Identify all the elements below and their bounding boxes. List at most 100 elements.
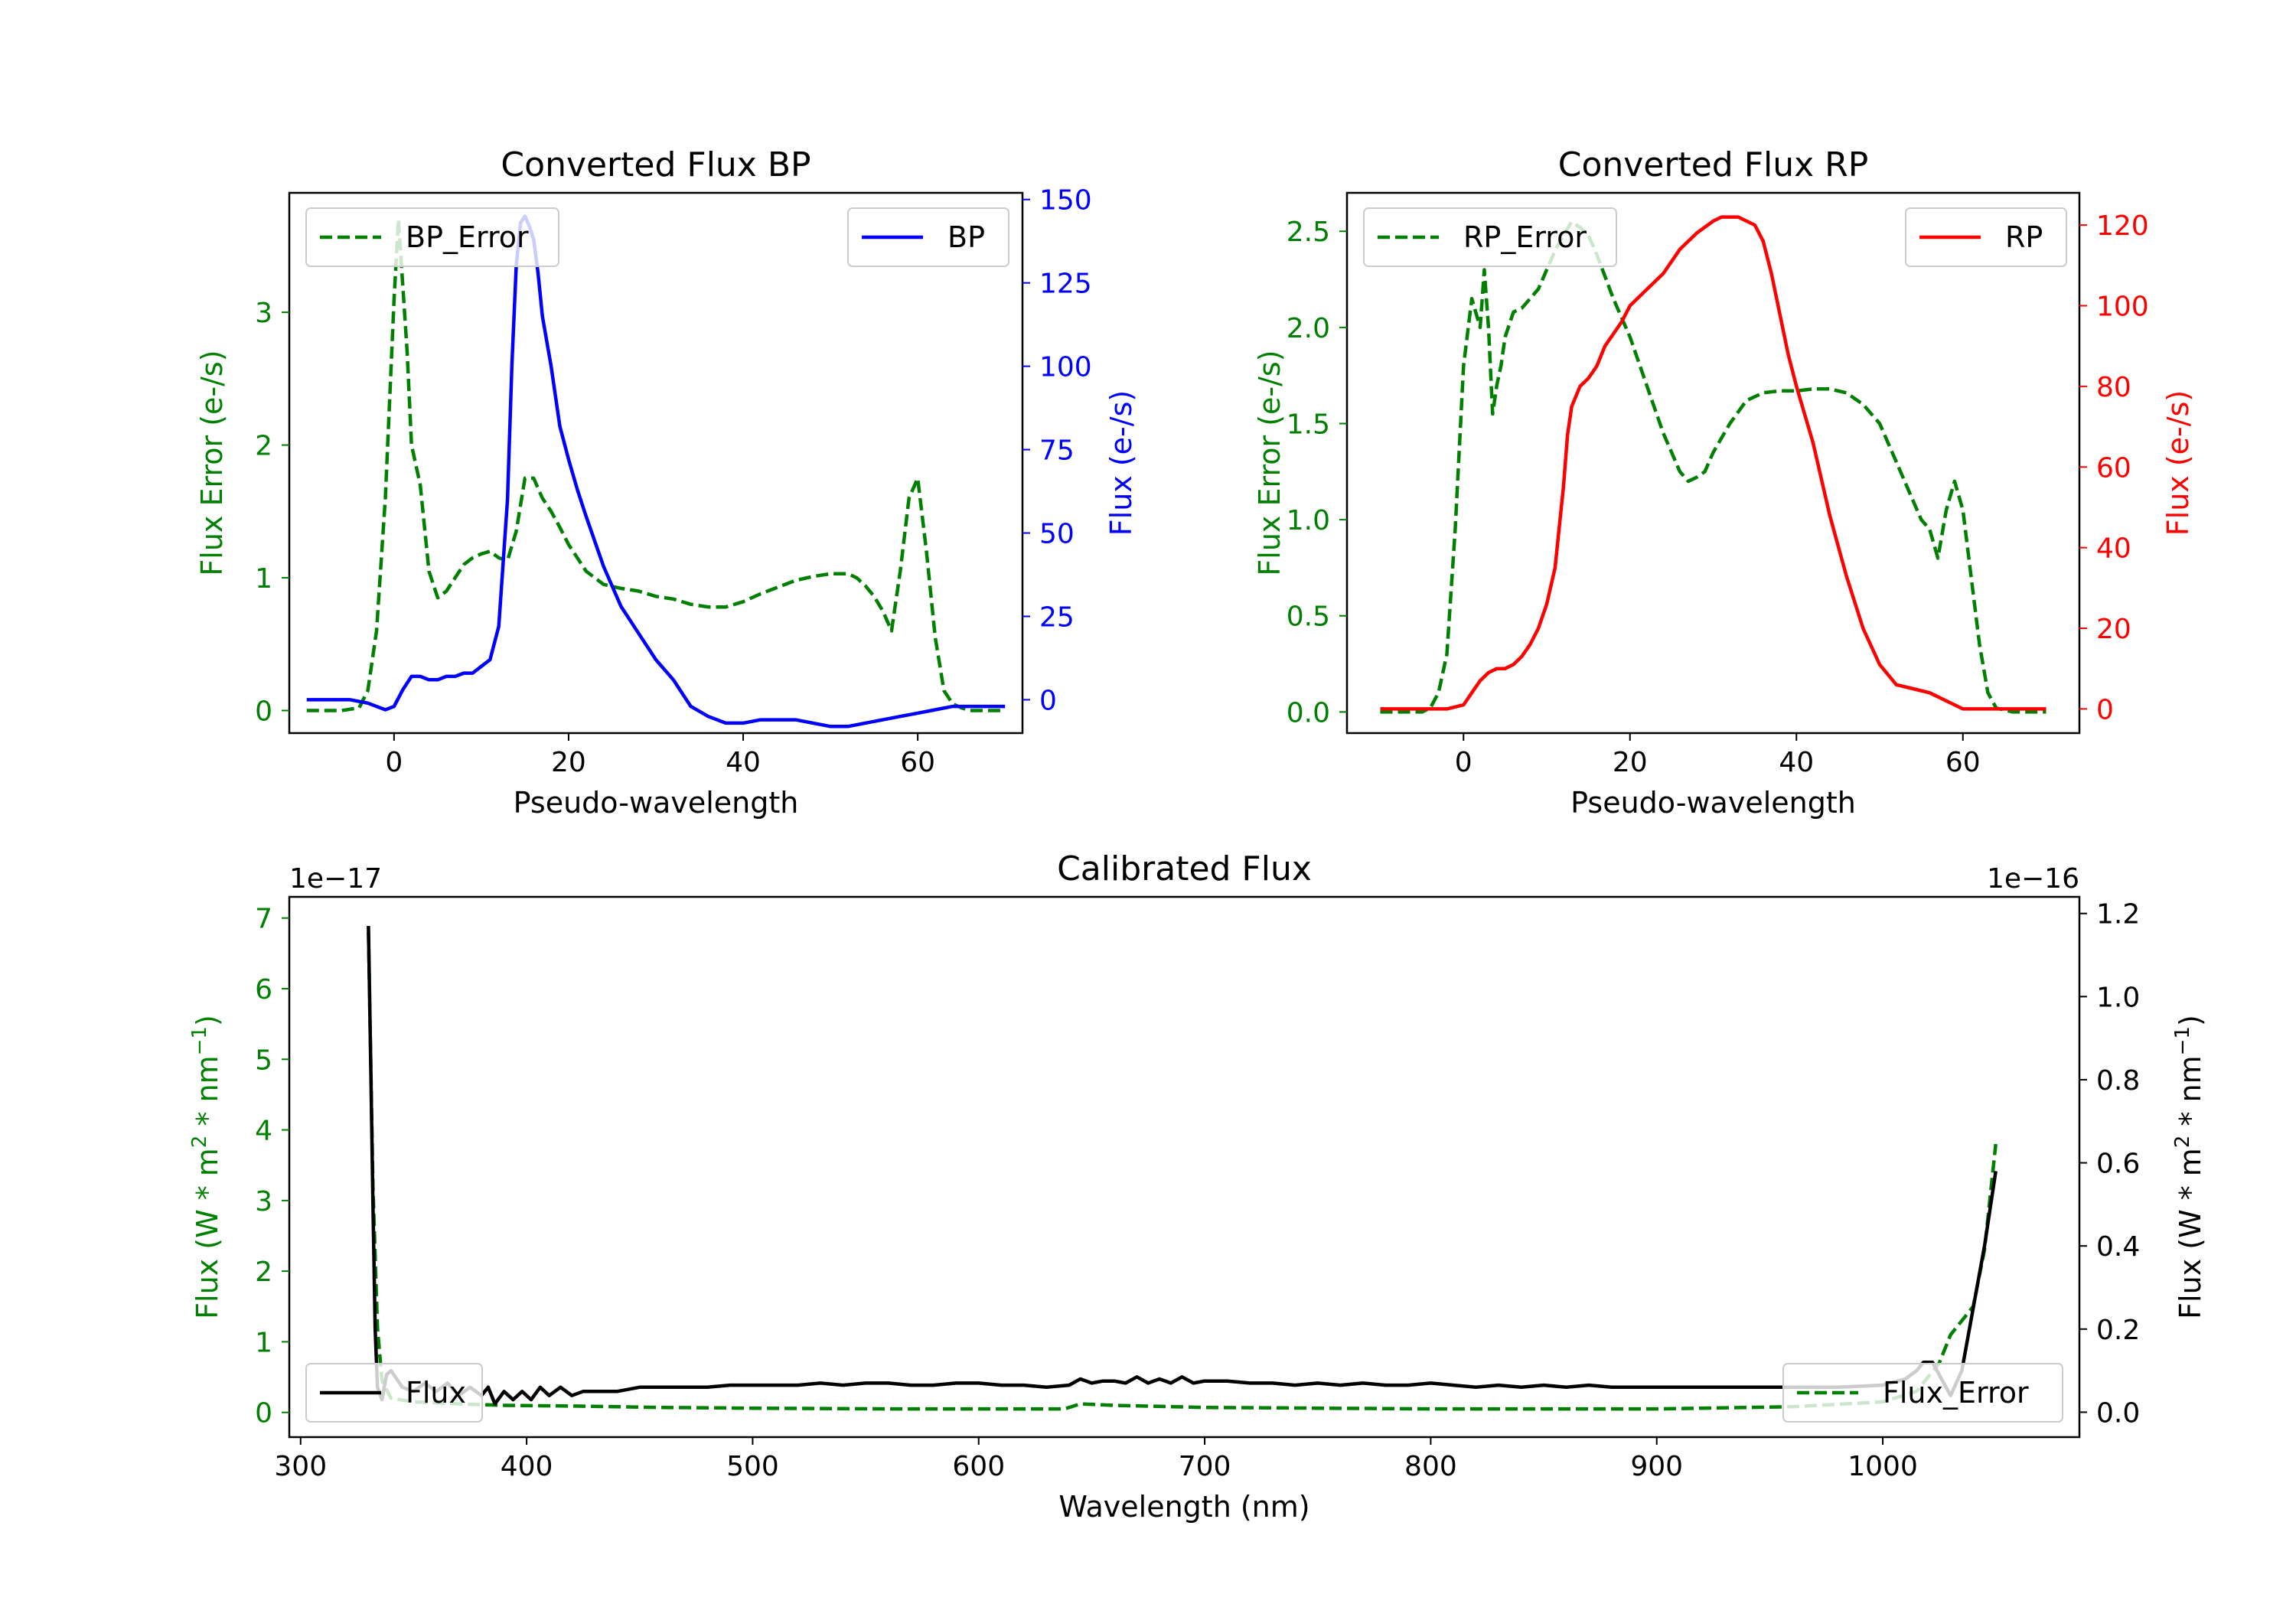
legend-label: Flux_Error xyxy=(1883,1376,2029,1410)
y-left-tick-label: 0 xyxy=(255,696,272,728)
y-right-tick-label: 50 xyxy=(1039,519,1075,550)
y-left-tick-label: 1.0 xyxy=(1287,505,1330,536)
y-left-tick-label: 1.5 xyxy=(1287,409,1330,440)
y-right-tick-label: 120 xyxy=(2096,210,2149,242)
legend-label: BP_Error xyxy=(406,220,529,254)
legend: BP_Error xyxy=(305,207,559,267)
y-left-tick-label: 4 xyxy=(255,1116,272,1147)
axes-frame xyxy=(288,191,1024,735)
y-right-tick-label: 0.2 xyxy=(2096,1315,2140,1346)
y-left-tick-label: 6 xyxy=(255,974,272,1006)
y-right-tick-label: 0.8 xyxy=(2096,1065,2140,1097)
y-right-tick-label: 40 xyxy=(2096,533,2131,565)
y-right-tick-label: 125 xyxy=(1039,269,1092,300)
y-left-axis-label: Flux Error (e-/s) xyxy=(1253,350,1287,575)
legend-box xyxy=(847,207,1009,267)
series-line-rp-error xyxy=(1380,220,2047,714)
x-tick-label: 700 xyxy=(1179,1451,1231,1482)
y-left-tick-label: 5 xyxy=(255,1045,272,1076)
x-axis-label: Wavelength (nm) xyxy=(1058,1490,1309,1524)
x-tick-label: 40 xyxy=(1779,747,1814,778)
y-right-tick-label: 1.2 xyxy=(2096,899,2140,931)
y-left-tick-label: 2.0 xyxy=(1287,313,1330,344)
y-right-tick-label: 1.0 xyxy=(2096,982,2140,1013)
plot-area xyxy=(1380,215,2047,714)
x-tick-label: 900 xyxy=(1630,1451,1683,1482)
legend-label: RP xyxy=(2005,220,2043,254)
x-tick-label: 500 xyxy=(726,1451,779,1482)
series-line-flux-error xyxy=(367,932,1998,1411)
y-right-tick-label: 0.4 xyxy=(2096,1231,2140,1263)
x-axis-label: Pseudo-wavelength xyxy=(514,786,799,820)
legend-box xyxy=(1905,207,2067,267)
y-left-tick-label: 3 xyxy=(255,298,272,329)
y-right-tick-label: 20 xyxy=(2096,614,2131,645)
plot-area xyxy=(306,214,1006,729)
y-left-tick-label: 0 xyxy=(255,1398,272,1429)
chart-2: Converted Flux RP 0 20 40 60 0.0 0.5 1.0 1.5 2.0 2… xyxy=(1253,145,2195,820)
y-right-axis-label: Flux (e-/s) xyxy=(2161,390,2195,536)
y-right-tick-label: 100 xyxy=(1039,352,1092,383)
y-right-tick-label: 0 xyxy=(1039,685,1057,716)
y-left-tick-label: 2.5 xyxy=(1287,217,1330,248)
x-tick-label: 800 xyxy=(1404,1451,1457,1482)
chart-3: Calibrated Flux 300 400 500 600 700 800 900 1000… xyxy=(188,849,2207,1524)
x-tick-label: 60 xyxy=(900,747,935,778)
y-right-axis-label: Flux (e-/s) xyxy=(1104,390,1138,536)
y-left-tick-label: 7 xyxy=(255,904,272,935)
x-tick-label: 20 xyxy=(551,747,586,778)
legend: RP xyxy=(1905,207,2067,267)
legend: Flux xyxy=(305,1363,483,1423)
chart-title: Calibrated Flux xyxy=(1057,849,1312,888)
y-right-tick-label: 0.0 xyxy=(2096,1397,2140,1429)
y-left-tick-label: 0.5 xyxy=(1287,601,1330,633)
x-tick-label: 400 xyxy=(501,1451,553,1482)
chart-title: Converted Flux RP xyxy=(1558,145,1869,184)
y-left-tick-label: 1 xyxy=(255,1327,272,1358)
chart-title: Converted Flux BP xyxy=(501,145,810,184)
x-tick-label: 600 xyxy=(952,1451,1005,1482)
legend-label: BP xyxy=(947,220,985,254)
legend-label: Flux xyxy=(406,1376,466,1410)
y-left-offset-label: 1e−17 xyxy=(289,863,382,895)
y-left-tick-label: 2 xyxy=(255,431,272,462)
legend: Flux_Error xyxy=(1782,1363,2063,1423)
x-axis-label: Pseudo-wavelength xyxy=(1570,786,1856,820)
y-left-tick-label: 2 xyxy=(255,1257,272,1288)
y-left-tick-label: 1 xyxy=(255,563,272,595)
axes-frame xyxy=(288,895,2081,1439)
y-left-axis-label: Flux Error (e-/s) xyxy=(195,350,229,575)
chart-1: Converted Flux BP 0 20 40 60 0 1 2 3 0 25 50 75 100 12… xyxy=(195,145,1138,820)
y-left-tick-label: 0.0 xyxy=(1287,697,1330,729)
series-line-flux xyxy=(367,925,1998,1406)
y-left-tick-label: 3 xyxy=(255,1186,272,1217)
y-left-axis-label: Flux (W * m2 * nm−1) xyxy=(188,1015,224,1319)
y-right-tick-label: 100 xyxy=(2096,292,2149,323)
y-right-tick-label: 60 xyxy=(2096,452,2131,484)
axes-frame xyxy=(1345,191,2081,735)
y-right-tick-label: 25 xyxy=(1039,601,1075,633)
y-right-tick-label: 150 xyxy=(1039,185,1092,217)
y-right-axis-label: Flux (W * m2 * nm−1) xyxy=(2171,1015,2207,1319)
x-tick-label: 0 xyxy=(385,747,403,778)
x-tick-label: 60 xyxy=(1945,747,1981,778)
legend: RP_Error xyxy=(1363,207,1617,267)
series-line-bp xyxy=(306,214,1006,729)
y-right-offset-label: 1e−16 xyxy=(1987,863,2079,895)
legend-box xyxy=(1782,1363,2063,1423)
series-line-rp xyxy=(1380,215,2047,711)
legend-box xyxy=(305,207,559,267)
legend: BP xyxy=(847,207,1009,267)
y-right-tick-label: 0.6 xyxy=(2096,1149,2140,1180)
x-tick-label: 0 xyxy=(1455,747,1473,778)
plot-area xyxy=(367,925,1998,1411)
x-tick-label: 1000 xyxy=(1848,1451,1918,1482)
legend-box xyxy=(1363,207,1617,267)
legend-box xyxy=(305,1363,483,1423)
y-right-tick-label: 0 xyxy=(2096,694,2114,725)
x-tick-label: 300 xyxy=(274,1451,327,1482)
legend-label: RP_Error xyxy=(1463,220,1587,254)
x-tick-label: 40 xyxy=(726,747,761,778)
y-right-tick-label: 75 xyxy=(1039,435,1075,467)
